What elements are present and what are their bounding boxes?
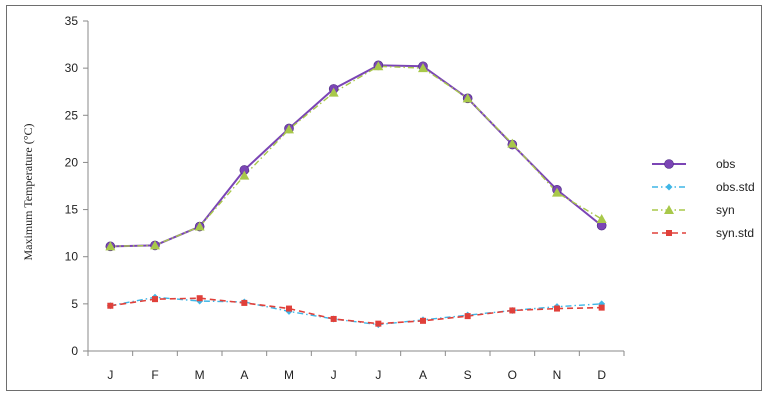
y-tick-label: 0 xyxy=(71,344,78,358)
data-point-syn xyxy=(596,214,607,223)
data-point-syn xyxy=(150,240,160,250)
series-line-obs xyxy=(110,64,603,248)
data-point-syn xyxy=(462,93,473,103)
data-point-syn-std xyxy=(241,299,248,306)
data-point-syn xyxy=(507,138,518,148)
series-lines xyxy=(110,64,603,326)
y-tick-label: 20 xyxy=(65,155,79,169)
y-tick-label: 25 xyxy=(65,108,79,122)
y-tick-label: 5 xyxy=(71,297,78,311)
x-tick-label: A xyxy=(419,368,427,382)
data-point-syn-std xyxy=(196,295,203,302)
legend-marker-syn xyxy=(664,205,674,214)
x-tick-label: A xyxy=(240,368,248,382)
x-tick-label: S xyxy=(464,368,472,382)
y-tick-label: 30 xyxy=(65,61,79,75)
y-tick-label: 10 xyxy=(65,250,79,264)
data-point-syn-std xyxy=(375,320,382,327)
data-point-syn xyxy=(373,61,384,71)
data-point-syn-std xyxy=(554,305,560,312)
legend-label: obs.std xyxy=(716,180,755,194)
legend-label: syn xyxy=(716,203,735,217)
data-point-syn xyxy=(418,63,428,73)
x-tick-label: M xyxy=(284,368,294,382)
data-point-syn xyxy=(284,124,294,134)
data-point-syn-std xyxy=(330,315,337,322)
data-point-syn-std xyxy=(286,305,292,312)
data-point-syn xyxy=(239,170,250,180)
y-tick-label: 35 xyxy=(65,14,79,28)
x-tick-label: O xyxy=(508,368,517,382)
data-point-syn-std xyxy=(152,296,158,303)
x-tick-label: D xyxy=(597,368,606,382)
data-point-syn-std xyxy=(598,304,605,311)
x-tick-label: N xyxy=(553,368,562,382)
series-line-syn xyxy=(110,65,603,248)
legend-marker-obs xyxy=(664,159,674,169)
y-axis-ticks: 0 5 10 15 20 25 30 35 xyxy=(65,14,88,358)
chart-frame xyxy=(6,5,762,391)
data-point-syn xyxy=(194,221,205,231)
data-point-syn-std xyxy=(420,317,426,324)
x-tick-label: M xyxy=(195,368,205,382)
x-tick-label: J xyxy=(331,368,337,382)
chart-legend: obs obs.std syn syn.std xyxy=(652,157,755,240)
data-point-syn-std xyxy=(107,302,114,309)
legend-label: syn.std xyxy=(716,226,754,240)
legend-marker-obs-std xyxy=(665,183,673,191)
chart-axes xyxy=(87,21,624,352)
x-tick-label: J xyxy=(375,368,381,382)
data-point-syn xyxy=(552,187,562,197)
series-line-obs-std xyxy=(110,296,602,326)
y-tick-label: 15 xyxy=(65,203,79,217)
legend-label: obs xyxy=(716,157,735,171)
data-point-syn-std xyxy=(509,307,516,314)
data-point-syn-std xyxy=(464,313,471,320)
data-point-syn xyxy=(328,87,339,97)
x-tick-label: F xyxy=(151,368,158,382)
x-tick-label: J xyxy=(107,368,113,382)
series-line-syn-std xyxy=(110,297,602,325)
data-point-syn xyxy=(105,241,116,251)
series-markers xyxy=(105,60,607,329)
legend-marker-syn-std xyxy=(666,230,672,236)
y-axis-label: Maximum Temperature (°C) xyxy=(21,123,35,260)
